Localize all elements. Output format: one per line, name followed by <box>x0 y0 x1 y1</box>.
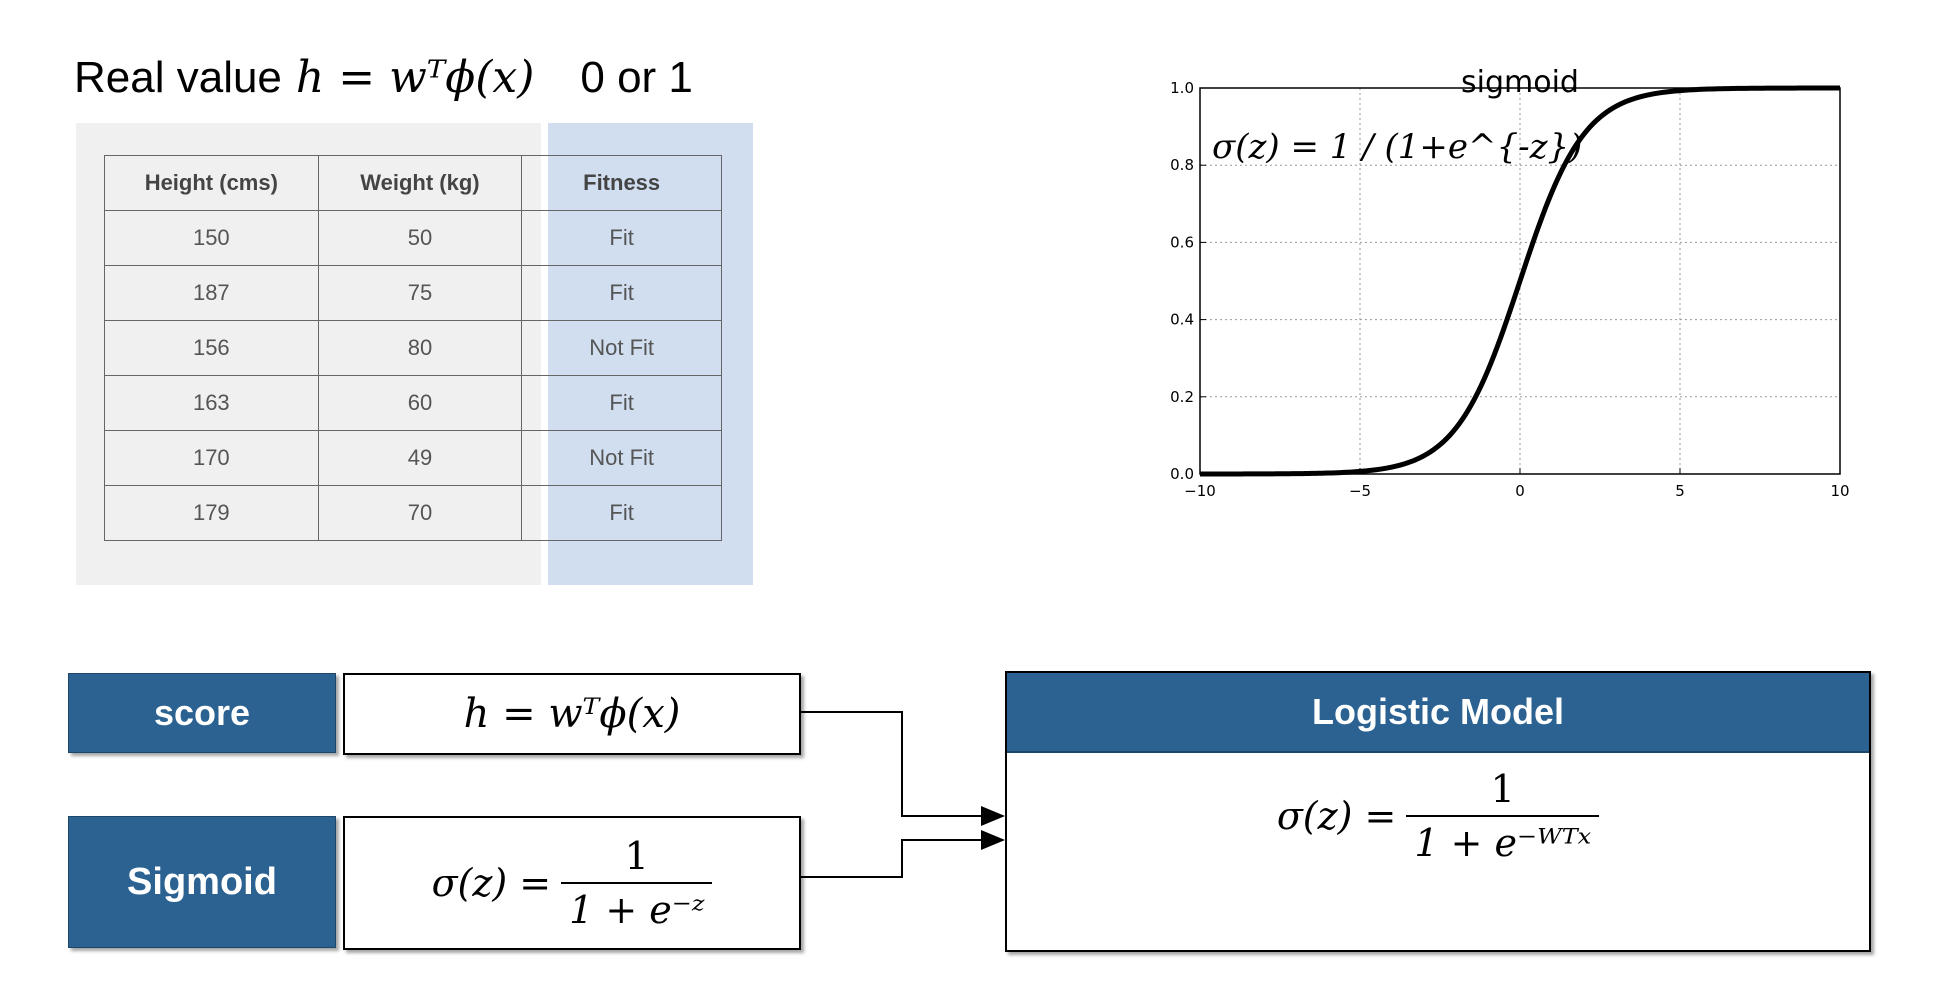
header-line: Real value h = wᵀϕ(x) 0 or 1 <box>74 52 693 116</box>
cell-height: 170 <box>104 430 319 486</box>
score-to-model-arrow <box>797 711 1005 826</box>
y-tick-label: 0.8 <box>1170 156 1194 174</box>
table-row: 163 60 Fit <box>104 375 722 431</box>
cell-fitness: Fit <box>521 485 722 541</box>
fitness-table: Height (cms) Weight (kg) Fitness 150 50 … <box>104 155 722 541</box>
cell-fitness: Not Fit <box>521 430 722 486</box>
sigmoid-formula-lhs: σ(z) = <box>431 861 552 905</box>
table-row: 150 50 Fit <box>104 210 722 266</box>
cell-height: 187 <box>104 265 319 321</box>
model-numerator: 1 <box>1490 767 1515 811</box>
logistic-model-box: Logistic Model σ(z) = 1 1 + e⁻ᵂᵀˣ <box>1005 671 1871 952</box>
cell-fitness: Fit <box>521 265 722 321</box>
model-denominator: 1 + e⁻ᵂᵀˣ <box>1406 815 1600 865</box>
cell-height: 156 <box>104 320 319 376</box>
score-label: score <box>153 692 251 733</box>
logistic-model-formula: σ(z) = 1 1 + e⁻ᵂᵀˣ <box>1007 751 1869 881</box>
sigmoid-denominator: 1 + e⁻ᶻ <box>561 882 713 932</box>
cell-fitness: Not Fit <box>521 320 722 376</box>
x-tick-label: −10 <box>1184 482 1216 500</box>
table-row: 187 75 Fit <box>104 265 722 321</box>
table-row: 156 80 Not Fit <box>104 320 722 376</box>
column-header-height: Height (cms) <box>104 155 319 211</box>
x-tick-label: 5 <box>1675 482 1685 500</box>
score-formula-box: h = wᵀϕ(x) <box>343 673 801 755</box>
x-tick-label: −5 <box>1349 482 1371 500</box>
cell-weight: 80 <box>317 320 523 376</box>
sigmoid-label: Sigmoid <box>127 860 277 903</box>
table-row: 179 70 Fit <box>104 485 722 541</box>
chart-annotation: σ(z) = 1 / (1+e^{-z}) <box>1212 127 1582 167</box>
score-formula: h = wᵀϕ(x) <box>463 691 681 737</box>
x-tick-label: 0 <box>1515 482 1525 500</box>
y-tick-label: 0.4 <box>1170 311 1194 329</box>
chart-title: sigmoid <box>1461 68 1579 100</box>
table-row: 170 49 Not Fit <box>104 430 722 486</box>
column-header-weight: Weight (kg) <box>317 155 523 211</box>
sigmoid-fraction: 1 1 + e⁻ᶻ <box>561 834 713 932</box>
y-tick-label: 0.2 <box>1170 388 1194 406</box>
cell-fitness: Fit <box>521 375 722 431</box>
sigmoid-curve <box>1200 85 1840 477</box>
cell-height: 163 <box>104 375 319 431</box>
column-header-fitness: Fitness <box>521 155 722 211</box>
cell-weight: 60 <box>317 375 523 431</box>
cell-weight: 50 <box>317 210 523 266</box>
sigmoid-numerator: 1 <box>624 834 649 878</box>
plot-frame <box>1199 87 1841 475</box>
cell-weight: 75 <box>317 265 523 321</box>
cell-weight: 49 <box>317 430 523 486</box>
model-fraction: 1 1 + e⁻ᵂᵀˣ <box>1406 767 1600 865</box>
table-header-row: Height (cms) Weight (kg) Fitness <box>104 155 722 211</box>
y-tick-label: 0.6 <box>1170 233 1194 251</box>
y-tick-label: 1.0 <box>1170 79 1194 97</box>
sigmoid-label-box: Sigmoid <box>68 816 336 948</box>
cell-height: 179 <box>104 485 319 541</box>
sigmoid-formula-box: σ(z) = 1 1 + e⁻ᶻ <box>343 816 801 950</box>
real-value-label: Real value <box>74 53 282 102</box>
cell-weight: 70 <box>317 485 523 541</box>
binary-label: 0 or 1 <box>580 53 693 102</box>
sigmoid-chart: −10 −5 0 5 10 0.0 0.2 0.4 0.6 0.8 1.0 sigmoid σ(z)… <box>1170 68 1849 500</box>
cell-height: 150 <box>104 210 319 266</box>
score-label-box: score <box>68 673 336 753</box>
header-score-formula: h = wᵀϕ(x) <box>295 52 535 103</box>
cell-fitness: Fit <box>521 210 722 266</box>
model-formula-lhs: σ(z) = <box>1276 794 1397 838</box>
sigmoid-to-model-arrow <box>797 830 1005 878</box>
logistic-model-title: Logistic Model <box>1007 673 1869 753</box>
y-tick-label: 0.0 <box>1170 465 1194 483</box>
x-tick-label: 10 <box>1830 482 1849 500</box>
